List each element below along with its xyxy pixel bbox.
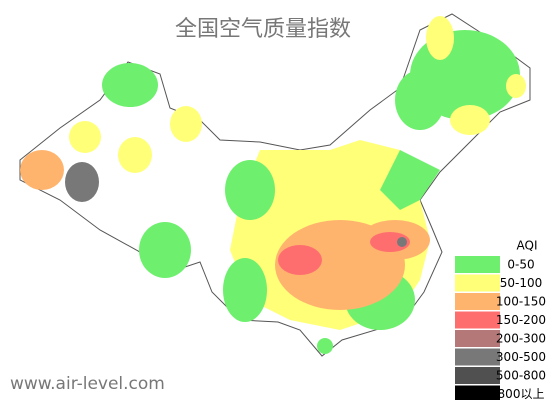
aqi-region <box>395 70 445 130</box>
legend: AQI 0-50 50-100 100-150 150-200 200-300 300-5… <box>453 236 546 400</box>
legend-title: AQI <box>517 239 538 253</box>
aqi-region <box>20 150 64 190</box>
aqi-region <box>102 63 158 107</box>
aqi-region <box>278 245 322 275</box>
aqi-region <box>225 160 275 220</box>
aqi-region <box>426 16 454 60</box>
map-title: 全国空气质量指数 <box>175 17 351 42</box>
legend-swatch <box>455 330 500 347</box>
legend-label: 300-500 <box>496 350 546 364</box>
china-map <box>19 13 531 357</box>
legend-swatch <box>455 274 500 292</box>
aqi-region <box>317 338 333 354</box>
legend-label: 150-200 <box>496 313 546 327</box>
legend-swatch <box>455 348 500 366</box>
legend-label: 100-150 <box>496 295 546 309</box>
legend-label: 800以上 <box>498 387 545 400</box>
legend-label: 500-800 <box>496 369 546 383</box>
aqi-region <box>450 105 490 135</box>
legend-swatch <box>455 293 500 310</box>
legend-swatch <box>455 367 500 384</box>
legend-swatch <box>455 311 500 329</box>
legend-label: 200-300 <box>496 332 546 346</box>
aqi-region <box>380 150 440 210</box>
aqi-region <box>69 121 101 153</box>
legend-label: 0-50 <box>507 258 534 272</box>
aqi-region <box>139 222 191 278</box>
aqi-region <box>370 232 410 252</box>
aqi-region <box>170 106 202 142</box>
legend-swatch <box>455 256 500 273</box>
aqi-region <box>397 237 407 247</box>
aqi-region <box>118 137 152 173</box>
aqi-region <box>65 162 99 202</box>
watermark: www.air-level.com <box>10 374 165 394</box>
aqi-region <box>223 258 267 322</box>
legend-swatch <box>455 385 500 400</box>
aqi-region <box>506 74 526 98</box>
legend-label: 50-100 <box>500 276 543 290</box>
